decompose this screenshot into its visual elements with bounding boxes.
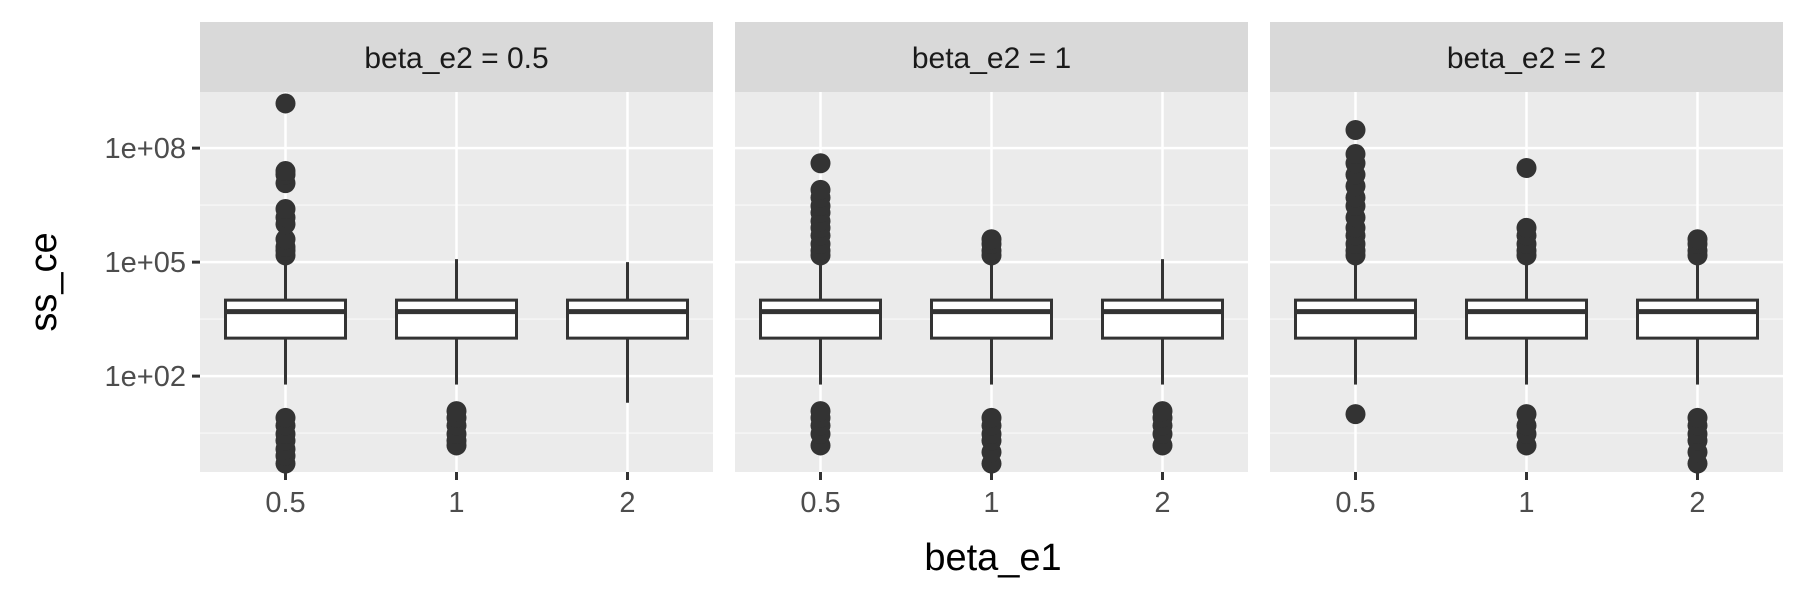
facet-panel: beta_e2 = 1 0.5 1 2 <box>735 22 1248 519</box>
box-group <box>395 259 518 456</box>
outlier-point <box>1516 217 1537 238</box>
x-tick-label: 1 <box>1518 487 1534 519</box>
box-group <box>1294 120 1417 425</box>
outlier-point <box>275 229 296 250</box>
outlier-point <box>275 161 296 182</box>
x-tick-label: 2 <box>619 487 635 519</box>
box-iqr <box>1465 298 1588 340</box>
box-iqr <box>930 298 1053 340</box>
box-group <box>566 262 689 403</box>
facet-strip <box>1270 22 1783 92</box>
outlier-point <box>810 179 831 200</box>
y-tick-label: 1e+02 <box>105 361 186 393</box>
y-tick-label: 1e+05 <box>105 247 186 279</box>
box-group <box>1101 259 1224 456</box>
outlier-point <box>1345 120 1366 140</box>
box-iqr <box>1636 298 1759 340</box>
box-iqr <box>224 298 347 340</box>
box-group <box>759 153 882 456</box>
outlier-point <box>981 229 1002 250</box>
box-group <box>1465 158 1588 456</box>
outlier-point <box>810 401 831 422</box>
x-tick-label: 2 <box>1689 487 1705 519</box>
x-tick-label: 1 <box>983 487 999 519</box>
outlier-point <box>1687 229 1708 250</box>
outlier-point <box>810 153 831 174</box>
facet-panel: beta_e2 = 2 0.5 1 2 <box>1270 22 1783 519</box>
outlier-point <box>1345 404 1366 425</box>
box-iqr <box>1101 298 1224 340</box>
x-tick-label: 2 <box>1154 487 1170 519</box>
facet-strip <box>735 22 1248 92</box>
outlier-point <box>275 199 296 220</box>
outlier-point <box>1516 404 1537 425</box>
outlier-point <box>1152 401 1173 422</box>
x-axis-title: beta_e1 <box>924 537 1061 579</box>
outlier-point <box>981 407 1002 428</box>
box-group <box>224 93 347 474</box>
y-tick-label: 1e+08 <box>105 133 186 165</box>
box-iqr <box>566 298 689 340</box>
x-tick-label: 0.5 <box>265 487 305 519</box>
outlier-point <box>275 407 296 428</box>
facet-strip-label: beta_e2 = 0.5 <box>364 42 548 75</box>
box-group <box>930 229 1053 474</box>
outlier-point <box>275 93 296 114</box>
y-axis: 1e+02 1e+05 1e+08 <box>105 133 200 393</box>
facet-panel: beta_e2 = 0.5 0.5 1 2 <box>200 22 713 519</box>
x-tick-label: 1 <box>448 487 464 519</box>
box-iqr <box>1294 298 1417 340</box>
box-group <box>1636 229 1759 474</box>
outlier-point <box>446 401 467 422</box>
facet-strip-label: beta_e2 = 2 <box>1447 42 1606 75</box>
outlier-point <box>1345 144 1366 165</box>
box-iqr <box>759 298 882 340</box>
facet-strip <box>200 22 713 92</box>
facet-strip-label: beta_e2 = 1 <box>912 42 1071 75</box>
outlier-point <box>1516 158 1537 178</box>
x-tick-label: 0.5 <box>800 487 840 519</box>
y-axis-title: ss_ce <box>23 232 65 331</box>
outlier-point <box>1687 407 1708 428</box>
box-iqr <box>395 298 518 340</box>
x-tick-label: 0.5 <box>1335 487 1375 519</box>
